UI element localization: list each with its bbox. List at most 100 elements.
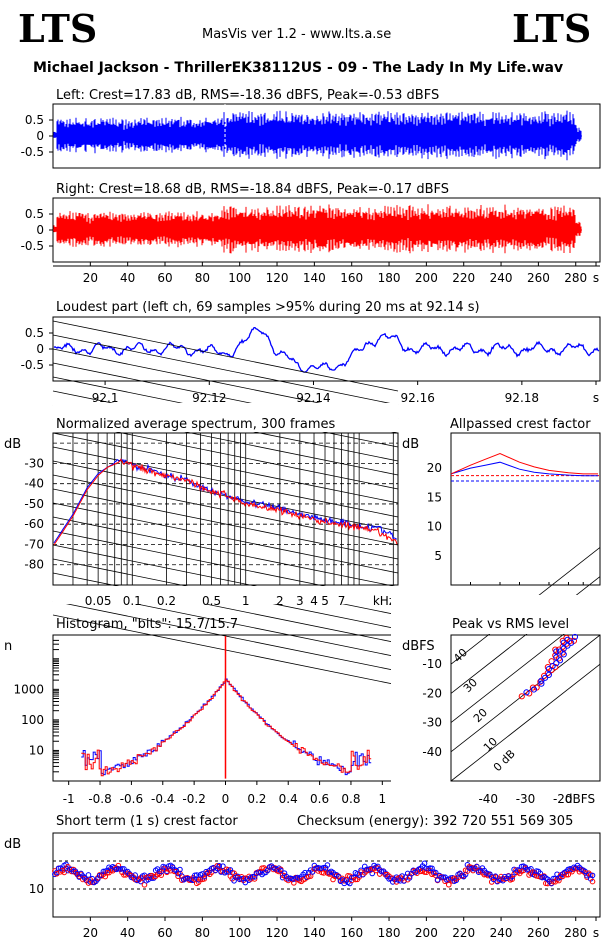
- spectrum-ylabel: dB: [4, 437, 21, 452]
- y-tick-label: -20: [422, 686, 442, 700]
- crest-diagonal-label: 0 dB: [491, 747, 518, 774]
- spectrum-frame: [52, 432, 399, 586]
- y-tick-label: -0.5: [21, 145, 44, 159]
- spectrum-mask-left: [23, 432, 53, 586]
- x-tick-label: 280: [564, 271, 587, 285]
- x-tick-label: 140: [303, 926, 326, 940]
- short-term-point-right: [352, 876, 359, 883]
- y-tick-label: -30: [422, 716, 442, 730]
- x-tick-label: 260: [527, 271, 550, 285]
- short-term-ylabel: dB: [4, 837, 21, 852]
- x-tick-label: 160: [340, 926, 363, 940]
- x-tick-label: 7: [338, 594, 346, 608]
- allpassed-right-curve: [450, 452, 598, 475]
- x-tick-label: 240: [490, 271, 513, 285]
- loudest-part-frame: [52, 316, 601, 382]
- peak-rms-mask-top: [451, 595, 606, 634]
- x-tick-label: 3: [296, 594, 304, 608]
- short-term-point-left: [119, 866, 125, 872]
- x-tick-label: 100: [228, 271, 251, 285]
- x-tick-label: 120: [266, 271, 289, 285]
- x-tick-label: 0.1: [123, 594, 142, 608]
- x-tick-label: 92.12: [192, 391, 226, 405]
- x-tick-label: 180: [378, 926, 401, 940]
- short-term-point-right: [563, 871, 570, 878]
- spectrum-slope-line: [52, 488, 399, 560]
- crest-diagonal-label: 30: [461, 676, 480, 695]
- x-tick-label: -30: [516, 792, 536, 806]
- x-tick-label: -0.8: [88, 792, 111, 806]
- x-tick-label: -40: [478, 792, 498, 806]
- y-tick-label: 5: [434, 549, 442, 563]
- crest-diagonal: [450, 663, 601, 782]
- file-title: Michael Jackson - ThrillerEK38112US - 09…: [33, 60, 564, 76]
- spectrum-slope-line: [52, 516, 399, 588]
- short-term-point-left: [132, 872, 138, 878]
- x-tick-label: 5: [321, 594, 329, 608]
- short-term-point-left: [220, 863, 226, 869]
- waveform-trace: [53, 110, 582, 161]
- x-tick-label: 92.16: [400, 391, 434, 405]
- short-term-title: Short term (1 s) crest factor: [56, 814, 238, 829]
- x-tick-label: -1: [63, 792, 75, 806]
- peak-rms-point-left: [556, 648, 564, 655]
- y-tick-label: 20: [427, 461, 442, 475]
- crest-diagonal: [450, 634, 601, 753]
- y-tick-label: 10: [29, 743, 44, 757]
- peak-rms-point-left: [556, 657, 564, 664]
- crest-diagonal-label: 20: [471, 706, 490, 725]
- short-term-point-left: [277, 867, 284, 874]
- short-term-point-left: [324, 862, 331, 868]
- allpassed-left-curve: [450, 461, 598, 477]
- x-tick-label: 80: [195, 926, 210, 940]
- peak-rms-point-left: [571, 633, 579, 641]
- y-tick-label: 0.5: [25, 207, 44, 221]
- x-tick-label: kHz: [373, 594, 395, 608]
- spectrum-right-curve: [53, 458, 398, 546]
- x-tick-label: 200: [415, 271, 438, 285]
- x-tick-label: 0.2: [247, 792, 266, 806]
- histogram-ylabel: n: [4, 639, 12, 654]
- short-term-point-right: [432, 872, 439, 879]
- y-tick-label: -30: [24, 456, 44, 470]
- short-term-point-left: [492, 873, 499, 880]
- waveform-title: Left: Crest=17.83 dB, RMS=-18.36 dBFS, P…: [56, 88, 439, 103]
- x-tick-label: 120: [266, 926, 289, 940]
- x-tick-label: 200: [415, 926, 438, 940]
- short-term-point-right: [201, 876, 208, 882]
- peak-rms-point-left: [553, 648, 560, 655]
- spectrum-slope-line: [52, 432, 399, 504]
- y-tick-label: -80: [24, 558, 44, 572]
- y-tick-label: 10: [29, 882, 44, 896]
- x-tick-label: 92.18: [505, 391, 539, 405]
- y-tick-label: 0: [36, 342, 44, 356]
- x-tick-label: 4: [310, 594, 318, 608]
- allpassed-ylabel: dB: [402, 437, 419, 452]
- x-tick-label: 2: [276, 594, 284, 608]
- x-tick-label: 60: [157, 271, 172, 285]
- short-term-point-right: [225, 867, 232, 873]
- peak-rms-mask-left: [391, 595, 451, 801]
- peak-rms-frame: [450, 634, 601, 782]
- waveform-title: Right: Crest=18.68 dB, RMS=-18.84 dBFS, …: [56, 182, 449, 197]
- x-tick-label: 100: [228, 926, 251, 940]
- y-tick-label: 15: [427, 490, 442, 504]
- peak-rms-point-left: [564, 636, 571, 643]
- y-tick-label: -70: [24, 537, 44, 551]
- short-term-point-left: [589, 872, 596, 879]
- short-term-point-right: [158, 872, 165, 878]
- x-tick-label: dBFS: [565, 792, 595, 806]
- x-tick-label: 40: [120, 926, 135, 940]
- peak-rms-point-right: [526, 690, 533, 697]
- x-tick-label: 92.1: [92, 391, 119, 405]
- x-tick-label: -0.2: [182, 792, 205, 806]
- peak-rms-point-left: [560, 651, 567, 658]
- short-term-point-left: [524, 866, 530, 873]
- x-tick-label: 140: [303, 271, 326, 285]
- y-tick-label: -60: [24, 517, 44, 531]
- x-tick-label: 240: [490, 926, 513, 940]
- peak-rms-title: Peak vs RMS level: [452, 617, 569, 632]
- x-tick-label: 0.5: [202, 594, 221, 608]
- short-term-point-left: [177, 866, 183, 873]
